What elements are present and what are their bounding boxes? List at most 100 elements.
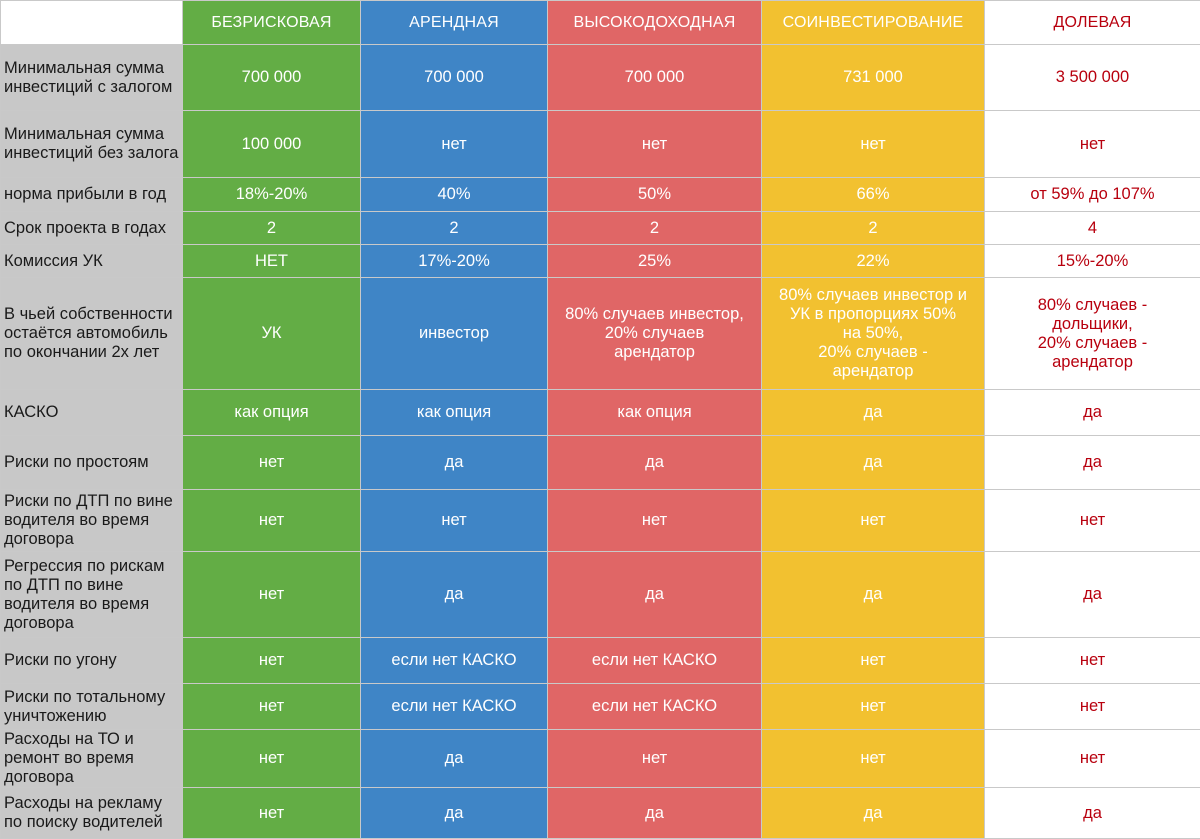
table-cell: нет <box>361 490 548 552</box>
column-header: ВЫСОКОДОХОДНАЯ <box>548 1 762 45</box>
table-cell: 3 500 000 <box>985 45 1200 111</box>
table-cell: да <box>361 788 548 839</box>
row-label: Расходы на рекламу по поиску водителей <box>1 788 183 839</box>
table-cell: 50% <box>548 178 762 212</box>
table-cell: нет <box>183 552 361 638</box>
table-cell: 2 <box>762 212 985 245</box>
row-label: КАСКО <box>1 390 183 436</box>
column-header: СОИНВЕСТИРОВАНИЕ <box>762 1 985 45</box>
table-cell: инвестор <box>361 278 548 390</box>
table-cell: да <box>762 788 985 839</box>
table-cell: 2 <box>361 212 548 245</box>
table-cell: нет <box>762 490 985 552</box>
table-cell: 15%-20% <box>985 245 1200 278</box>
table-cell: если нет КАСКО <box>361 684 548 730</box>
row-label: Риски по тотальному уничтожению <box>1 684 183 730</box>
row-label: норма прибыли в год <box>1 178 183 212</box>
table-cell: да <box>985 390 1200 436</box>
table-cell: нет <box>183 684 361 730</box>
table-cell: 66% <box>762 178 985 212</box>
table-cell: да <box>361 730 548 788</box>
table-cell: нет <box>985 684 1200 730</box>
table-cell: 80% случаев инвестор и УК в пропорциях 5… <box>762 278 985 390</box>
table-cell: да <box>548 552 762 638</box>
column-header: ДОЛЕВАЯ <box>985 1 1200 45</box>
table-cell: 700 000 <box>361 45 548 111</box>
table-cell: если нет КАСКО <box>361 638 548 684</box>
table-cell: да <box>548 788 762 839</box>
table-cell: да <box>985 552 1200 638</box>
table-cell: 80% случаев - дольщики, 20% случаев - ар… <box>985 278 1200 390</box>
table-cell: как опция <box>548 390 762 436</box>
table-cell: нет <box>985 111 1200 178</box>
column-header: БЕЗРИСКОВАЯ <box>183 1 361 45</box>
table-cell: да <box>762 436 985 490</box>
table-cell: нет <box>361 111 548 178</box>
table-cell: 80% случаев инвестор, 20% случаев аренда… <box>548 278 762 390</box>
table-cell: УК <box>183 278 361 390</box>
table-cell: нет <box>183 788 361 839</box>
table-cell: нет <box>548 730 762 788</box>
table-row: В чьей собственности остаётся автомобиль… <box>1 278 1200 390</box>
row-label: Риски по ДТП по вине водителя во время д… <box>1 490 183 552</box>
table-cell: 40% <box>361 178 548 212</box>
row-label: Риски по простоям <box>1 436 183 490</box>
table-cell: да <box>985 788 1200 839</box>
corner-cell <box>1 1 183 45</box>
table-cell: 2 <box>183 212 361 245</box>
table-cell: нет <box>548 490 762 552</box>
row-label: Минимальная сумма инвестиций с залогом <box>1 45 183 111</box>
row-label: Регрессия по рискам по ДТП по вине водит… <box>1 552 183 638</box>
table-cell: да <box>361 552 548 638</box>
table-cell: да <box>762 552 985 638</box>
table-cell: нет <box>183 436 361 490</box>
table-cell: да <box>548 436 762 490</box>
table-cell: 4 <box>985 212 1200 245</box>
table-cell: 22% <box>762 245 985 278</box>
table-cell: нет <box>762 730 985 788</box>
table-cell: нет <box>548 111 762 178</box>
row-label: Риски по угону <box>1 638 183 684</box>
table-cell: нет <box>183 490 361 552</box>
header-row: БЕЗРИСКОВАЯ АРЕНДНАЯ ВЫСОКОДОХОДНАЯ СОИН… <box>1 1 1200 45</box>
row-label: Комиссия УК <box>1 245 183 278</box>
table-row: Расходы на ТО и ремонт во время договора… <box>1 730 1200 788</box>
table-cell: НЕТ <box>183 245 361 278</box>
table-cell: нет <box>762 111 985 178</box>
table-cell: нет <box>985 730 1200 788</box>
table-cell: нет <box>762 684 985 730</box>
table-cell: да <box>361 436 548 490</box>
table-cell: да <box>762 390 985 436</box>
table-cell: если нет КАСКО <box>548 684 762 730</box>
row-label: Минимальная сумма инвестиций без залога <box>1 111 183 178</box>
table-row: Регрессия по рискам по ДТП по вине водит… <box>1 552 1200 638</box>
table-cell: 25% <box>548 245 762 278</box>
table-cell: да <box>985 436 1200 490</box>
table-cell: нет <box>985 490 1200 552</box>
table-cell: нет <box>183 638 361 684</box>
row-label: Срок проекта в годах <box>1 212 183 245</box>
row-label: В чьей собственности остаётся автомобиль… <box>1 278 183 390</box>
table-cell: 18%-20% <box>183 178 361 212</box>
table-cell: если нет КАСКО <box>548 638 762 684</box>
table-cell: как опция <box>361 390 548 436</box>
table-cell: нет <box>183 730 361 788</box>
table-cell: нет <box>762 638 985 684</box>
table-cell: 731 000 <box>762 45 985 111</box>
table-cell: 700 000 <box>183 45 361 111</box>
row-label: Расходы на ТО и ремонт во время договора <box>1 730 183 788</box>
table-cell: 700 000 <box>548 45 762 111</box>
table-cell: от 59% до 107% <box>985 178 1200 212</box>
table-cell: 2 <box>548 212 762 245</box>
